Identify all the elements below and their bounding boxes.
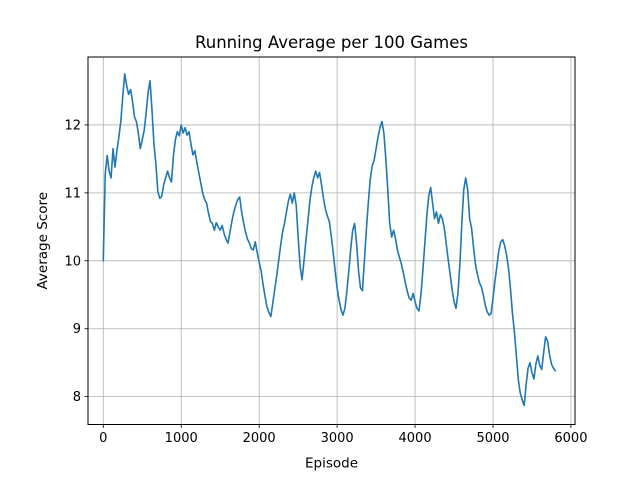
axes-spines (87, 56, 576, 425)
x-tick-label: 5000 (476, 431, 509, 446)
y-tick-label: 12 (64, 118, 81, 133)
axis-tick-labels: 0 1000 2000 3000 4000 5000 6000 8 9 10 11 12 (64, 118, 587, 446)
data-series (102, 73, 557, 407)
grid-lines (88, 57, 575, 425)
x-tick-label: 0 (99, 431, 107, 446)
chart-title: Running Average per 100 Games (195, 33, 468, 52)
running-average-line (102, 73, 557, 407)
x-tick-label: 6000 (554, 431, 587, 446)
y-axis-label: Average Score (35, 192, 51, 290)
x-axis-label: Episode (305, 456, 358, 472)
y-tick-label: 11 (64, 186, 81, 201)
y-tick-label: 9 (73, 322, 81, 337)
x-tick-label: 3000 (321, 431, 354, 446)
y-tick-label: 8 (73, 390, 81, 405)
y-tick-label: 10 (64, 254, 81, 269)
x-tick-label: 2000 (243, 431, 276, 446)
axis-ticks (84, 124, 572, 428)
x-tick-label: 1000 (165, 431, 198, 446)
x-tick-label: 4000 (399, 431, 432, 446)
